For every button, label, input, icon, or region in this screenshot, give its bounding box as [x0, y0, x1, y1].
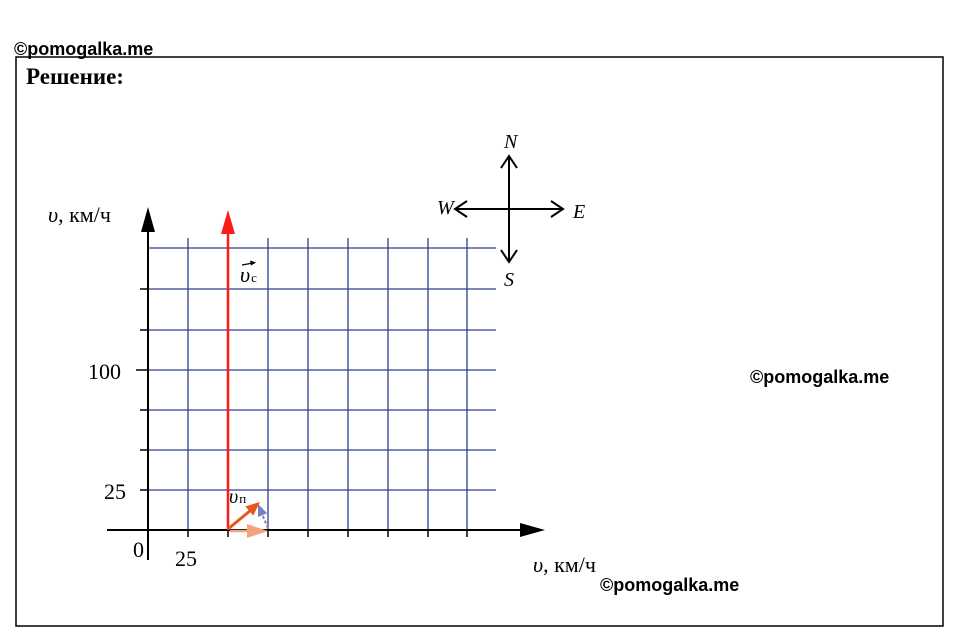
red-vector-label: υс: [240, 260, 257, 287]
watermark-top: ©pomogalka.me: [14, 39, 153, 59]
peach-vector: [230, 524, 268, 538]
orange-vector-shaft: [227, 508, 252, 531]
red-vector-arrowhead: [221, 210, 235, 234]
orange-velocity-vector: [227, 502, 260, 531]
red-vector-label-text: υс: [240, 262, 257, 287]
y-axis-arrowhead: [141, 207, 155, 232]
velocity-grid: [148, 238, 496, 530]
compass-south-label: S: [504, 269, 514, 291]
compass-rose: [453, 154, 565, 264]
x-axis: [107, 523, 545, 537]
blue-dashed-vector: [258, 504, 269, 529]
orange-vector-arrowhead: [245, 502, 260, 516]
blue-vector-arrowhead: [258, 504, 268, 517]
y-axis-label-symbol: υ: [48, 202, 58, 227]
red-velocity-vector: [221, 210, 235, 530]
watermark-middle: ©pomogalka.me: [750, 367, 889, 387]
x-axis-label-symbol: υ: [533, 552, 543, 577]
compass-north-arrowhead: [500, 154, 518, 169]
compass-south-arrowhead: [500, 249, 518, 264]
x-axis-ticks: [187, 530, 468, 537]
y-axis: [141, 207, 155, 560]
x-axis-label-unit: , км/ч: [543, 552, 596, 577]
x-tick-label-25: 25: [175, 546, 197, 571]
y-axis-label-unit: , км/ч: [58, 202, 111, 227]
blue-vector-shaft: [261, 513, 269, 529]
vector-overarrow-head: [250, 260, 256, 266]
y-axis-ticks: [136, 288, 148, 491]
compass-west-arrowhead: [453, 200, 468, 218]
compass-west-label: W: [437, 197, 456, 219]
origin-label: 0: [133, 537, 144, 562]
y-axis-label: υ, км/ч: [48, 202, 111, 227]
compass-east-label: E: [572, 201, 585, 223]
x-axis-label: υ, км/ч: [533, 552, 596, 577]
y-tick-label-100: 100: [88, 359, 121, 384]
orange-vector-symbol: υ: [229, 486, 238, 508]
orange-vector-subscript: п: [239, 491, 246, 506]
compass-east-arrowhead: [550, 200, 565, 218]
peach-vector-arrowhead: [247, 524, 268, 538]
red-vector-symbol: υ: [240, 262, 250, 287]
x-axis-arrowhead: [520, 523, 545, 537]
frame-border: [15, 56, 944, 627]
y-tick-label-25: 25: [104, 479, 126, 504]
watermark-bottom: ©pomogalka.me: [600, 575, 739, 595]
orange-vector-label: υп: [229, 486, 246, 508]
compass-north-label: N: [503, 131, 519, 153]
red-vector-subscript: с: [251, 270, 257, 285]
solution-heading: Решение:: [26, 64, 124, 89]
